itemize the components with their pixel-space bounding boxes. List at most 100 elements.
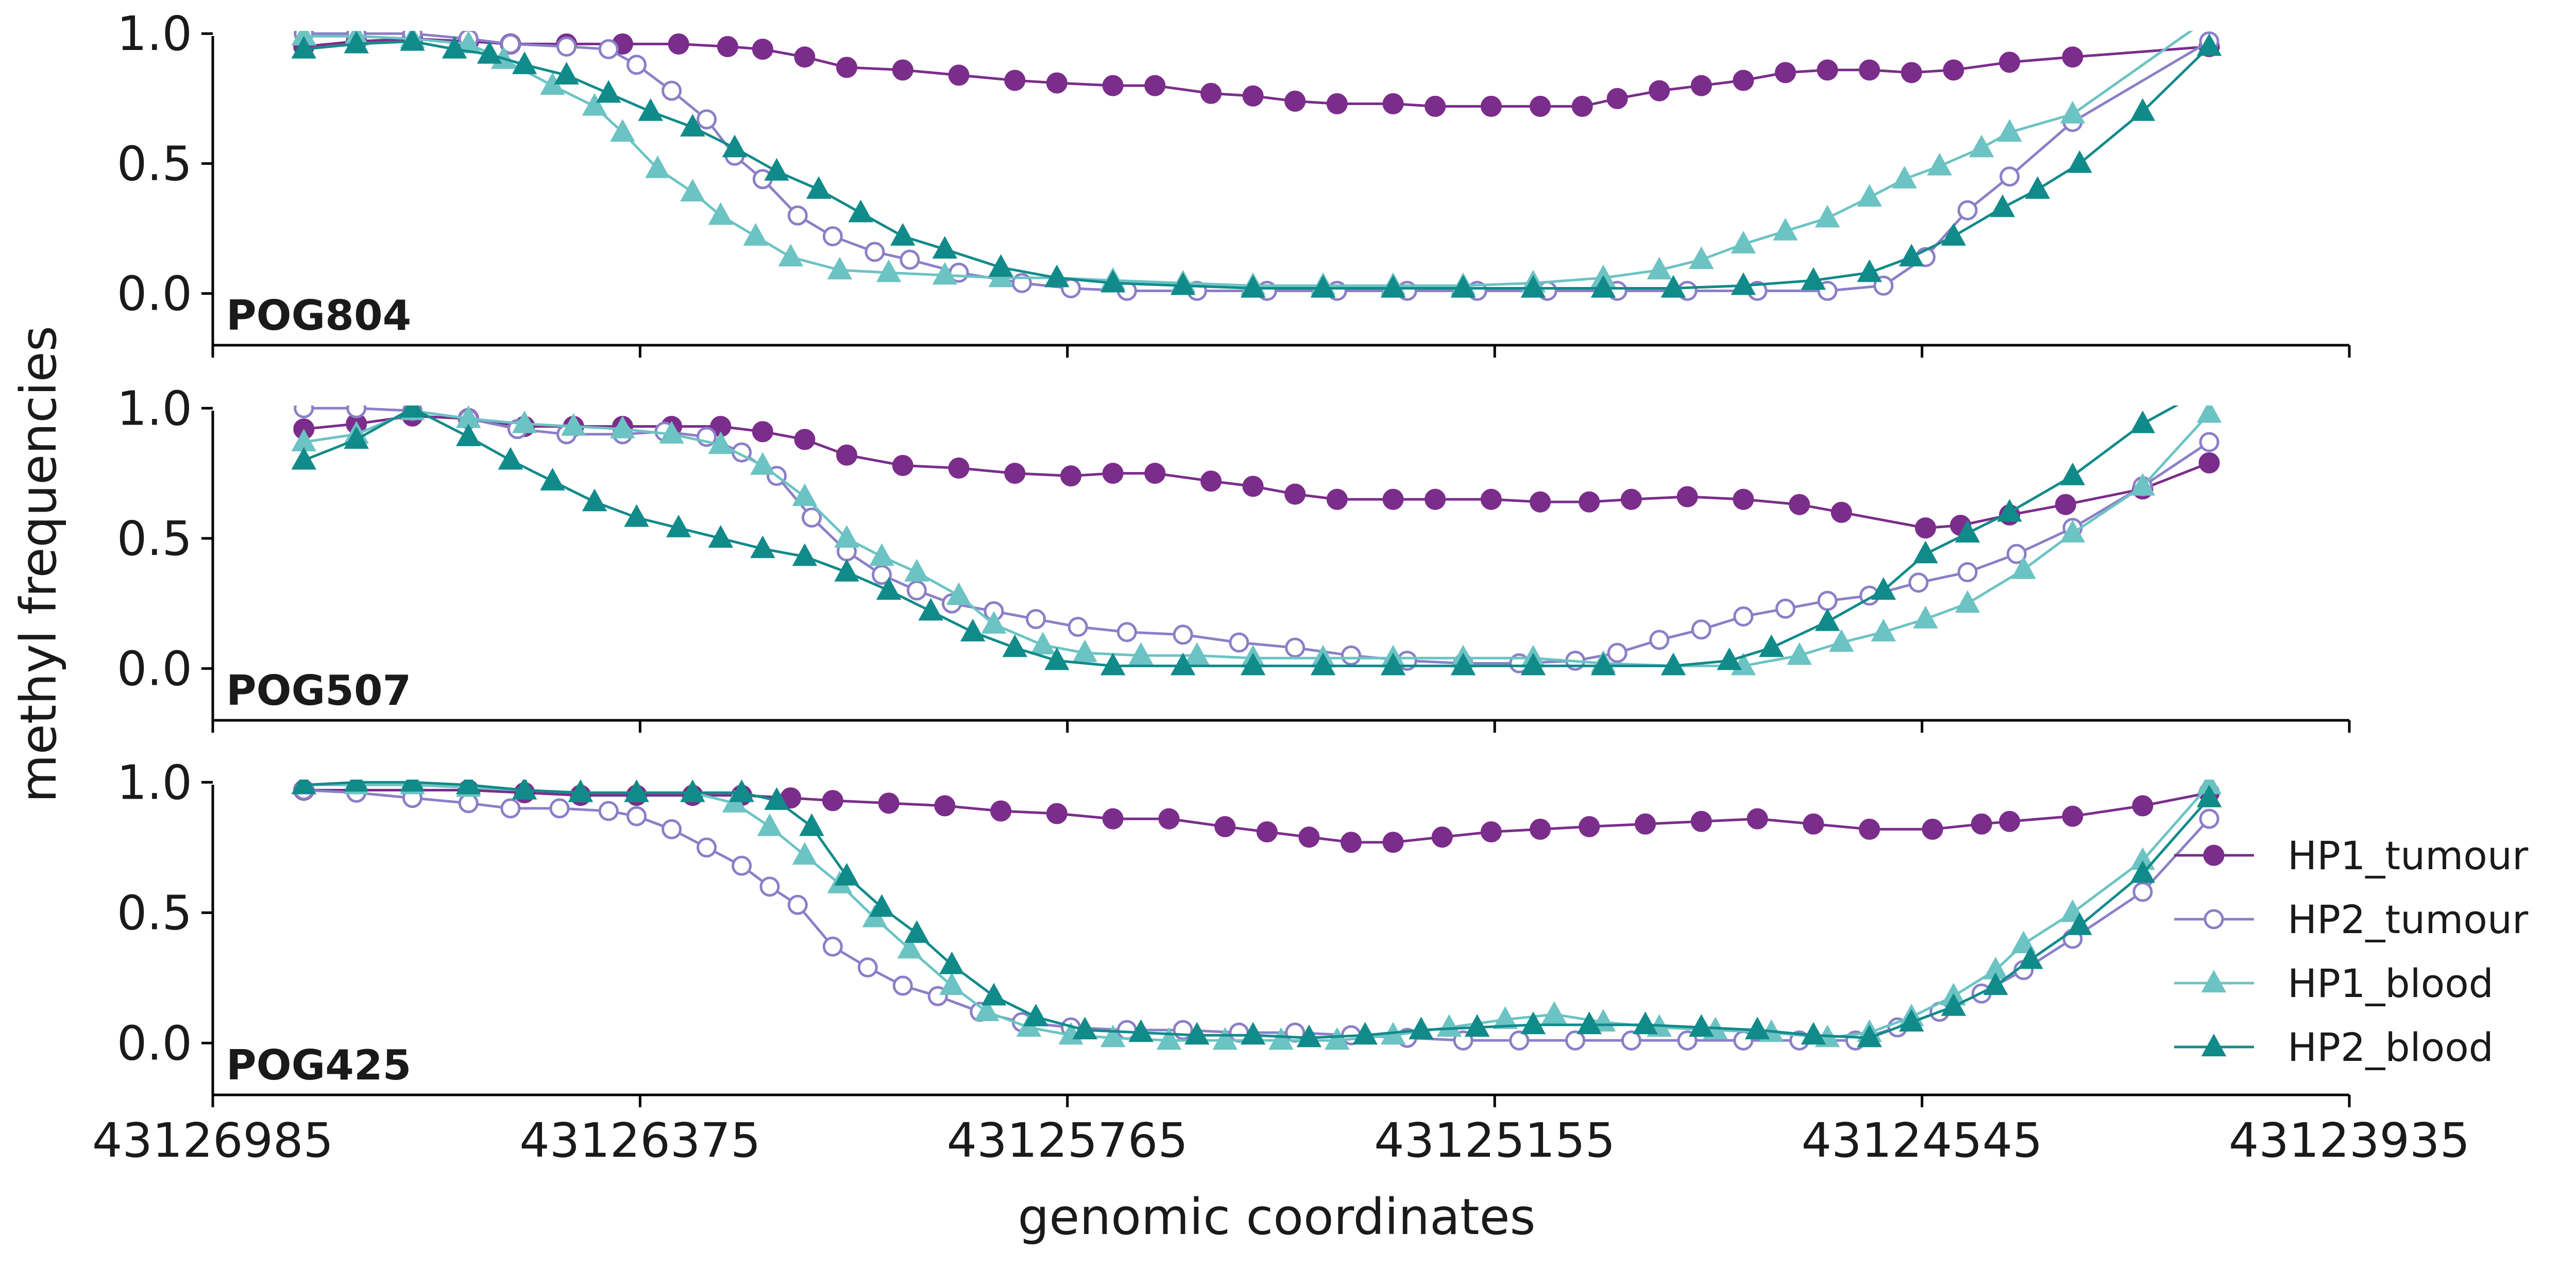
data-point (1480, 821, 1502, 842)
data-point (1969, 134, 1994, 158)
data-point (1002, 634, 1028, 657)
x-tick-label: 43124545 (1801, 1113, 2042, 1168)
data-point (1530, 491, 1551, 513)
y-tick-label: 1.0 (117, 755, 192, 810)
data-point (857, 957, 878, 978)
data-point (1200, 82, 1222, 104)
data-point (498, 447, 523, 470)
data-point (1857, 259, 1882, 282)
data-point (2203, 844, 2225, 866)
series-line (303, 781, 2210, 1039)
data-point (1620, 488, 1642, 510)
data-point (764, 787, 789, 810)
data-point (500, 33, 521, 54)
data-point (1571, 95, 1593, 117)
data-point (1801, 1022, 1826, 1045)
data-point (1690, 810, 1712, 832)
data-point (1913, 540, 1938, 564)
data-point (869, 543, 894, 566)
data-point (759, 876, 780, 897)
data-point (990, 800, 1012, 822)
series-hp2-blood (291, 780, 2222, 1048)
y-tick-label: 0.0 (117, 641, 192, 696)
data-point (1325, 1027, 1350, 1050)
data-point (1326, 488, 1348, 510)
data-point (918, 598, 943, 621)
data-point (456, 424, 481, 446)
data-point (2067, 150, 2092, 173)
data-point (1971, 813, 1992, 835)
data-point (1072, 639, 1098, 663)
data-point (1520, 652, 1546, 675)
data-point (822, 936, 843, 957)
series-line (303, 40, 2210, 290)
data-point (988, 254, 1013, 277)
data-point (1170, 652, 1196, 675)
data-point (659, 420, 684, 444)
data-point (291, 36, 317, 59)
data-point (626, 806, 647, 826)
data-point (2201, 1034, 2227, 1057)
data-point (458, 793, 479, 814)
data-point (291, 780, 317, 795)
data-point (1817, 590, 1838, 611)
data-point (456, 780, 481, 795)
data-point (948, 457, 970, 479)
legend-label: HP2_blood (2287, 1024, 2494, 1070)
plot-area (291, 31, 2222, 301)
data-point (792, 842, 818, 865)
data-point (1520, 1011, 1546, 1035)
data-point (697, 109, 717, 130)
panel-label: POG804 (226, 292, 411, 340)
data-point (1731, 230, 1756, 254)
data-point (1787, 642, 1812, 665)
data-point (1144, 463, 1166, 484)
data-point (934, 795, 956, 817)
data-point (892, 59, 913, 81)
legend: HP1_tumour HP2_tumour HP1_blood HP2_blood (2174, 833, 2529, 1070)
data-point (1789, 494, 1810, 515)
data-point (1184, 1022, 1210, 1045)
data-point (890, 223, 916, 246)
data-point (892, 454, 913, 476)
data-point (892, 975, 913, 996)
data-point (981, 983, 1007, 1006)
y-tick-label: 1.0 (117, 381, 192, 436)
data-point (1733, 488, 1754, 510)
data-point (1044, 264, 1070, 288)
data-point (869, 894, 894, 917)
data-point (1941, 223, 1967, 246)
data-point (1914, 517, 1936, 539)
data-point (2018, 946, 2043, 969)
data-point (1660, 652, 1686, 675)
legend-item-hp1-tumour: HP1_tumour (2174, 833, 2529, 879)
data-point (1102, 75, 1124, 96)
data-point (624, 780, 649, 802)
data-point (799, 813, 824, 836)
data-point (2011, 556, 2037, 579)
data-point (666, 514, 691, 537)
series-hp1-blood (291, 406, 2222, 675)
data-point (1859, 818, 1880, 840)
data-point (2062, 805, 2083, 827)
data-point (1310, 652, 1336, 675)
data-point (1999, 166, 2020, 187)
data-point (1340, 832, 1362, 853)
data-point (1102, 463, 1124, 484)
data-point (697, 837, 717, 858)
data-point (1579, 491, 1600, 513)
data-point (1102, 808, 1124, 830)
data-point (1004, 463, 1026, 484)
data-point (1747, 808, 1768, 830)
data-point (708, 431, 734, 454)
data-point (638, 98, 664, 121)
data-point (1927, 153, 1952, 176)
data-point (1733, 70, 1754, 91)
data-point (1901, 62, 1922, 83)
data-point (792, 543, 818, 566)
data-point (1493, 1006, 1518, 1029)
data-point (904, 559, 929, 582)
y-axis-title: methyl frequencies (10, 326, 67, 803)
data-point (1957, 562, 1978, 583)
